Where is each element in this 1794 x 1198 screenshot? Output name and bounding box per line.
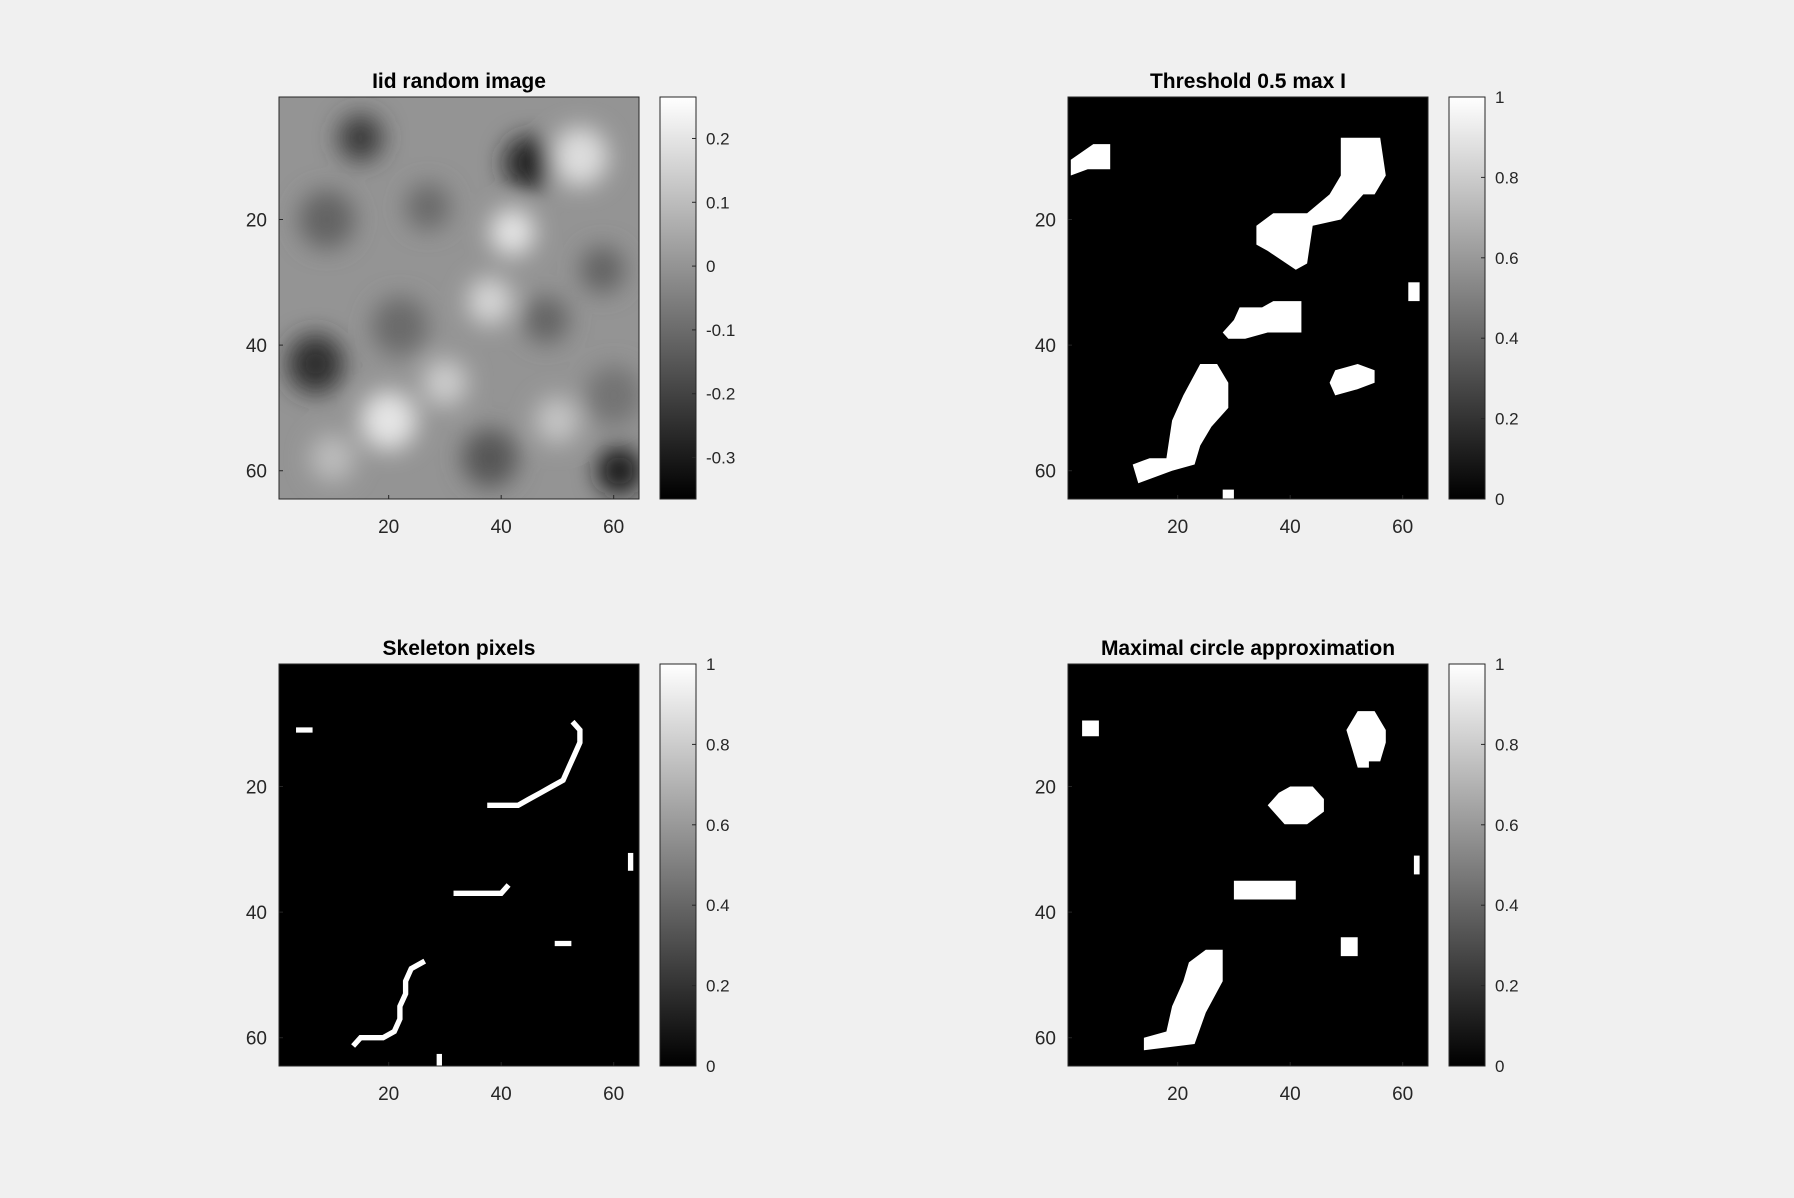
intensity-blob: [552, 127, 608, 186]
intensity-blob: [586, 366, 642, 425]
white-region: [1082, 721, 1099, 737]
colorbar-tick-label: 1: [1495, 655, 1504, 674]
colorbar-tick-label: 0.2: [706, 129, 730, 148]
colorbar-tick-label: 0.2: [1495, 410, 1519, 429]
white-region: [1234, 881, 1296, 900]
y-tick-label: 60: [246, 462, 267, 483]
colorbar-tick-label: -0.1: [706, 321, 735, 340]
panel-2: Threshold 0.5 max I 20 40 60 20 40 60 1 0.8 0.6 0.…: [1035, 70, 1519, 538]
colorbar-tick-label: 0.1: [706, 193, 730, 212]
y-tick-label: 40: [246, 336, 267, 357]
white-region: [1408, 282, 1419, 301]
colorbar-tick-label: 0: [1495, 1057, 1504, 1076]
colorbar-tick-label: 0.6: [1495, 249, 1519, 268]
y-tick-label: 40: [246, 903, 267, 924]
colorbar-tick-label: 0: [1495, 490, 1504, 509]
panel-title: Maximal circle approximation: [1101, 637, 1395, 660]
colorbar-tick-label: 0.4: [1495, 329, 1519, 348]
intensity-blob: [299, 190, 355, 249]
colorbar-tick-label: 0.8: [1495, 168, 1519, 187]
intensity-blob: [338, 114, 383, 161]
image-area: [1068, 97, 1428, 502]
y-tick-label: 60: [246, 1029, 267, 1050]
x-tick-label: 60: [1392, 517, 1413, 538]
colorbar-tick-label: -0.2: [706, 385, 735, 404]
y-tick-label: 20: [246, 777, 267, 798]
y-tick-label: 20: [246, 210, 267, 231]
intensity-blob: [372, 297, 428, 356]
colorbar: [1449, 97, 1485, 499]
white-region: [1414, 856, 1420, 875]
y-tick-label: 20: [1035, 777, 1056, 798]
intensity-blob: [422, 359, 467, 406]
image-background: [279, 664, 639, 1066]
intensity-blob: [535, 397, 580, 444]
intensity-blob: [504, 136, 555, 189]
x-tick-label: 40: [491, 517, 512, 538]
x-tick-label: 20: [378, 517, 399, 538]
colorbar-tick-label: 1: [1495, 88, 1504, 107]
panel-title: Iid random image: [372, 70, 546, 93]
colorbar: [660, 97, 696, 499]
colorbar-tick-label: 0: [706, 1057, 715, 1076]
y-tick-label: 40: [1035, 903, 1056, 924]
intensity-blob: [597, 447, 642, 494]
colorbar-tick-label: -0.3: [706, 449, 735, 468]
y-tick-label: 40: [1035, 336, 1056, 357]
panel-title: Threshold 0.5 max I: [1150, 70, 1346, 93]
intensity-blob: [580, 246, 625, 293]
intensity-blob: [361, 391, 417, 450]
x-tick-label: 60: [1392, 1084, 1413, 1105]
panel-title: Skeleton pixels: [383, 637, 536, 660]
intensity-blob: [524, 296, 569, 343]
colorbar-tick-label: 0: [706, 257, 715, 276]
panel-4: Maximal circle approximation 20 40 60 20 40 60…: [1035, 637, 1519, 1105]
panel-3: Skeleton pixels 20 40 60 20 40 60 1 0.8 0.6 0.4 0.2…: [246, 637, 730, 1105]
x-tick-label: 20: [1167, 1084, 1188, 1105]
x-tick-label: 40: [491, 1084, 512, 1105]
intensity-blob: [406, 183, 451, 230]
x-tick-label: 40: [1280, 1084, 1301, 1105]
y-tick-label: 60: [1035, 1029, 1056, 1050]
y-tick-label: 60: [1035, 462, 1056, 483]
x-tick-label: 20: [378, 1084, 399, 1105]
colorbar-tick-label: 0.8: [1495, 735, 1519, 754]
colorbar-tick-label: 0.6: [1495, 816, 1519, 835]
colorbar: [660, 664, 696, 1066]
colorbar-tick-label: 1: [706, 655, 715, 674]
white-region: [1223, 490, 1234, 503]
x-tick-label: 60: [603, 1084, 624, 1105]
x-tick-label: 40: [1280, 517, 1301, 538]
x-tick-label: 60: [603, 517, 624, 538]
image-area: [279, 97, 642, 499]
x-tick-label: 20: [1167, 517, 1188, 538]
intensity-blob: [462, 429, 518, 488]
colorbar-tick-label: 0.6: [706, 816, 730, 835]
intensity-blob: [287, 334, 343, 393]
y-tick-label: 20: [1035, 210, 1056, 231]
intensity-blob: [310, 435, 355, 482]
colorbar: [1449, 664, 1485, 1066]
white-region: [1341, 937, 1358, 956]
image-area: [279, 664, 639, 1066]
panel-1: Iid random image 20 40 60 20 40 60 0.2 0.1 0 -0.1 -…: [246, 70, 735, 538]
intensity-blob: [467, 278, 512, 325]
colorbar-tick-label: 0.4: [706, 896, 730, 915]
colorbar-tick-label: 0.4: [1495, 896, 1519, 915]
colorbar-tick-label: 0.2: [1495, 977, 1519, 996]
intensity-blob: [490, 208, 535, 255]
image-area: [1068, 664, 1428, 1066]
colorbar-tick-label: 0.2: [706, 977, 730, 996]
colorbar-tick-label: 0.8: [706, 735, 730, 754]
